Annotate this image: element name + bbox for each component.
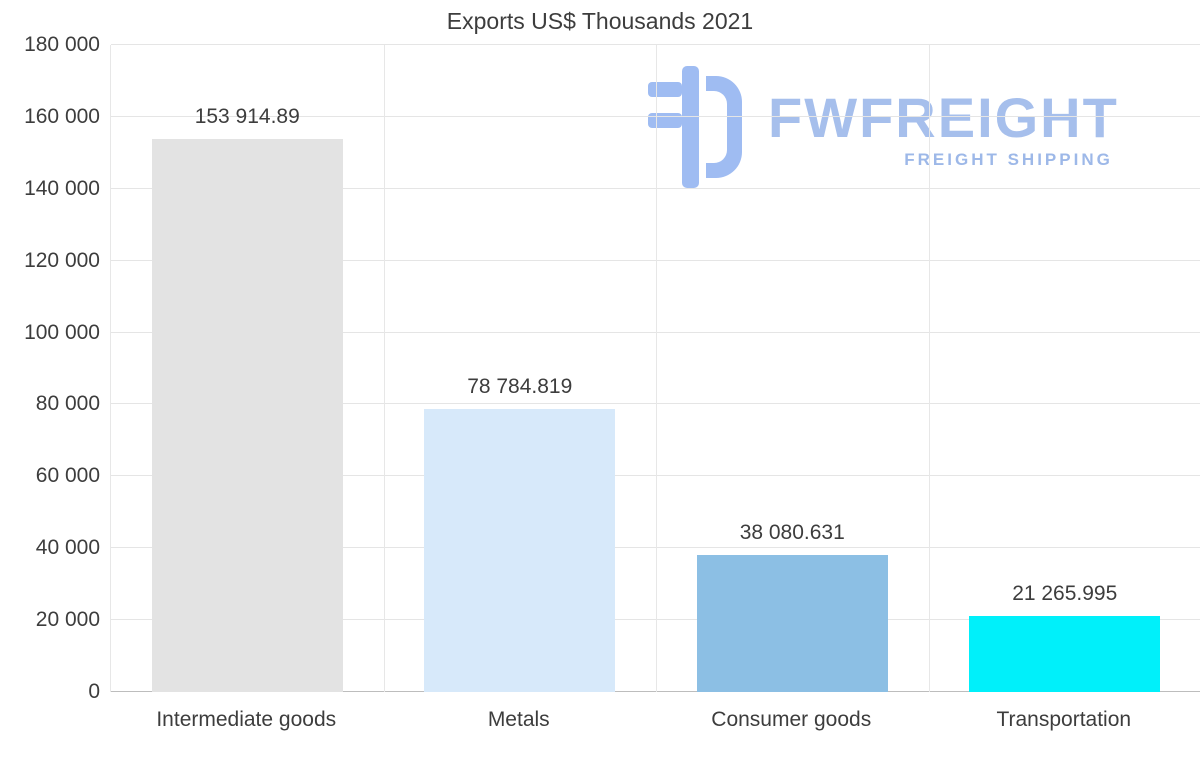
bar-intermediate-goods xyxy=(151,138,343,692)
y-axis: 0 20 000 40 000 60 000 80 000 100 000 120 000 1… xyxy=(0,33,100,703)
vertical-gridline xyxy=(383,45,385,692)
y-tick-label: 60 000 xyxy=(35,464,100,488)
y-tick-label: 80 000 xyxy=(35,392,100,416)
y-tick-label: 120 000 xyxy=(24,248,100,272)
bar-consumer-goods xyxy=(696,555,888,692)
vertical-gridline xyxy=(928,45,930,692)
y-tick-label: 20 000 xyxy=(35,608,100,632)
gridline xyxy=(111,403,1200,405)
bar-transportation xyxy=(969,615,1161,692)
vertical-gridline xyxy=(656,45,657,692)
chart-title: Exports US$ Thousands 2021 xyxy=(446,8,754,34)
gridline xyxy=(111,547,1200,549)
bar-value-label: 78 784.819 xyxy=(467,374,573,398)
x-axis-label: Metals xyxy=(487,708,550,731)
y-tick-label: 160 000 xyxy=(24,104,100,128)
bar-value-label: 21 265.995 xyxy=(1012,581,1118,605)
y-tick-label: 100 000 xyxy=(24,320,100,344)
y-tick-label: 140 000 xyxy=(24,176,100,200)
gridline xyxy=(111,115,1200,117)
gridline xyxy=(111,331,1200,333)
gridline xyxy=(111,619,1200,621)
y-tick-label: 180 000 xyxy=(24,33,100,56)
plot-area: 153 914.89 78 784.819 38 080.631 21 265.995 xyxy=(110,44,1200,692)
bar-metals xyxy=(424,408,616,692)
x-axis-line xyxy=(111,691,1200,692)
gridline xyxy=(111,259,1200,261)
x-axis: Intermediate goods Metals Consumer goods Tr… xyxy=(110,708,1200,732)
gridline xyxy=(111,475,1200,477)
x-axis-label: Intermediate goods xyxy=(156,708,337,731)
gridline xyxy=(111,187,1200,189)
bar-value-label: 153 914.89 xyxy=(194,104,300,128)
y-tick-label: 40 000 xyxy=(35,536,100,560)
x-axis-label: Transportation xyxy=(996,708,1132,731)
y-tick-label: 0 xyxy=(88,680,100,703)
gridline xyxy=(111,44,1200,45)
x-axis-label: Consumer goods xyxy=(711,708,872,731)
bar-value-label: 38 080.631 xyxy=(739,521,845,545)
